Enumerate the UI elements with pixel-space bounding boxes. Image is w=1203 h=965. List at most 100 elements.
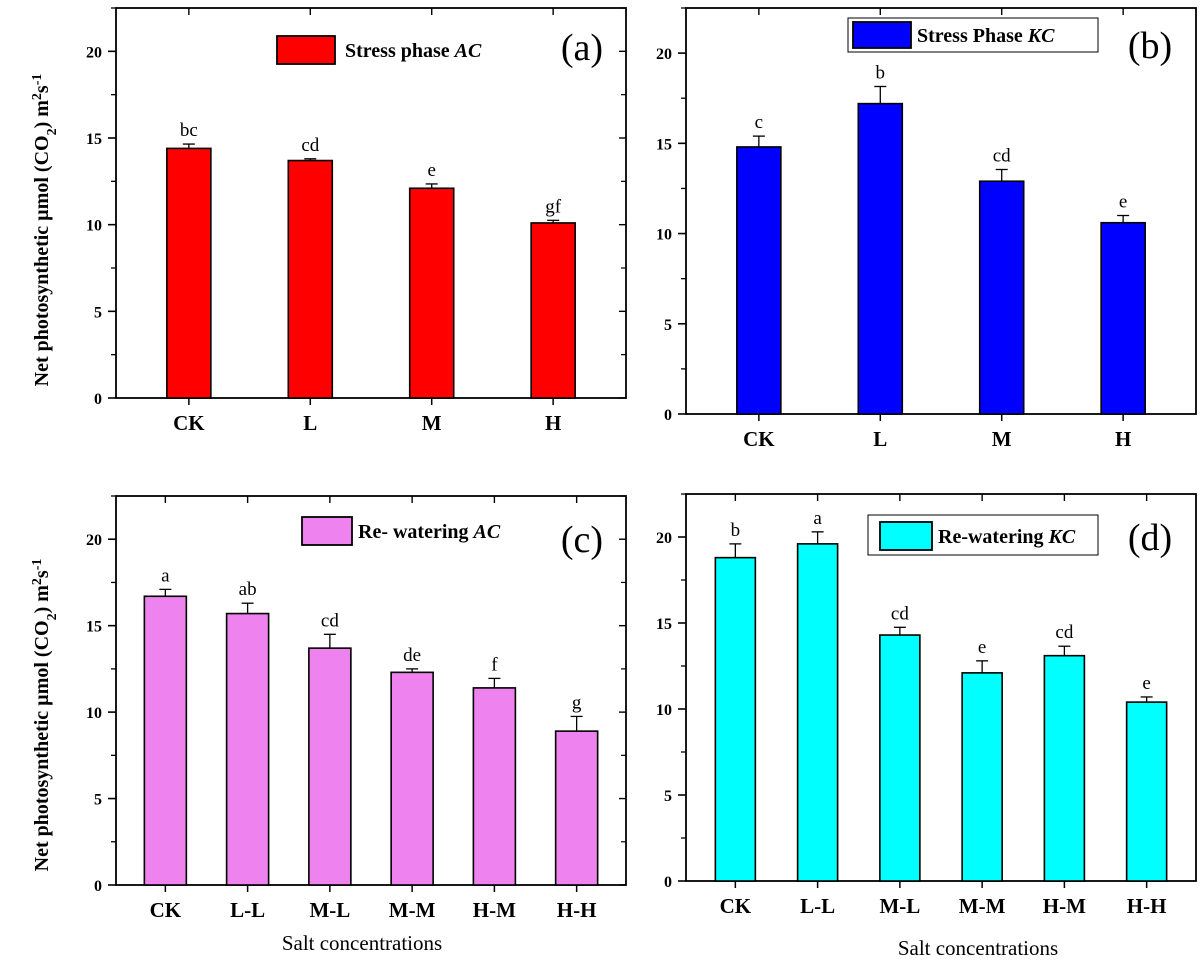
legend-label-series: KC <box>1048 526 1076 548</box>
significance-letter: cd <box>891 603 909 624</box>
category-label: L-L <box>230 898 265 922</box>
legend-swatch <box>879 521 933 551</box>
bar-l <box>287 159 334 399</box>
plot-frame <box>115 7 627 399</box>
bar-l-l <box>796 543 839 882</box>
category-label: CK <box>720 894 752 918</box>
category-label: CK <box>743 427 775 451</box>
legend-label: Stress phase AC <box>345 40 482 62</box>
category-label: M-L <box>879 894 920 918</box>
significance-letter: a <box>161 565 170 586</box>
category-label: H-M <box>1043 894 1086 918</box>
significance-letter: e <box>1142 673 1150 694</box>
category-label: CK <box>173 411 205 435</box>
significance-letter: cd <box>321 610 339 631</box>
panel-c: 0 5 10 15 20 a CK ab L-L cd M-L de M-M f H-M g H-H Re- wa… <box>86 495 627 922</box>
y-tick-label: 20 <box>86 44 102 61</box>
legend-label: Stress Phase KC <box>917 25 1055 47</box>
significance-letter: e <box>1119 192 1127 213</box>
category-label: L <box>303 411 317 435</box>
category-label: CK <box>150 898 182 922</box>
significance-letter: a <box>813 508 822 529</box>
y-tick-label: 5 <box>664 788 672 805</box>
legend-swatch <box>301 516 353 546</box>
y-tick-label: 15 <box>86 619 102 636</box>
bar-m <box>978 180 1025 415</box>
significance-letter: g <box>572 692 582 713</box>
bar-m-l <box>879 634 921 882</box>
x-axis-label-c: Salt concentrations <box>282 931 442 955</box>
y-axis-label-bottom: Net photosynthetic µmol (CO2) m2s-1 <box>30 559 60 872</box>
significance-letter: de <box>403 645 421 666</box>
category-label: L-L <box>800 894 835 918</box>
panel-b: 0 5 10 15 20 c CK b Lcd Me H Stress Phase KC (b) <box>656 7 1197 451</box>
panel-d: 0 5 10 15 20 b CK a L-L cd M-L e M-M cd H-M e H-H Re-wate… <box>656 493 1197 918</box>
legend-label-series: AC <box>453 40 482 62</box>
significance-letter: b <box>731 520 741 541</box>
significance-letter: bc <box>180 120 198 141</box>
legend-label-series: AC <box>472 521 501 543</box>
panel-tag: (a) <box>561 27 603 69</box>
legend-label: Re- watering AC <box>358 521 501 543</box>
significance-letter: cd <box>1055 622 1073 643</box>
bar-ck <box>166 147 212 399</box>
bar-h-h <box>1125 701 1168 882</box>
bar-h-h <box>554 730 599 886</box>
y-tick-label: 20 <box>656 530 672 547</box>
category-label: H-M <box>473 898 516 922</box>
panel-a: 0 5 10 15 20 bc CK cd Le Mgf H Stress phase AC (a) <box>86 7 627 435</box>
bar-l <box>857 102 904 415</box>
category-label: M-M <box>959 894 1006 918</box>
bar-h-m <box>472 687 517 886</box>
x-axis-label-d: Salt concentrations <box>898 936 1058 960</box>
y-tick-label: 0 <box>94 391 102 408</box>
y-tick-label: 5 <box>94 792 102 809</box>
y-tick-label: 10 <box>86 705 102 722</box>
bar-ck <box>714 556 757 882</box>
y-tick-label: 15 <box>86 131 102 148</box>
category-label: H <box>545 411 561 435</box>
legend-swatch <box>852 21 912 49</box>
y-axis-label-top: Net photosynthetic µmol (CO2) m2s-1 <box>30 74 60 387</box>
category-label: H <box>1115 427 1131 451</box>
panel-tag: (d) <box>1128 517 1172 559</box>
legend-label-main: Re- watering <box>358 521 474 543</box>
panel-tag: (b) <box>1128 25 1172 67</box>
significance-letter: f <box>491 654 498 675</box>
bar-m-m <box>390 671 434 886</box>
category-label: H-H <box>1127 894 1167 918</box>
plot-frame <box>685 7 1197 415</box>
significance-letter: gf <box>545 196 562 217</box>
bar-l-l <box>225 612 270 886</box>
y-tick-label: 10 <box>656 702 672 719</box>
y-tick-label: 0 <box>94 878 102 895</box>
y-tick-label: 0 <box>664 874 672 891</box>
significance-letter: b <box>876 62 886 83</box>
y-tick-label: 20 <box>86 532 102 549</box>
bar-m-l <box>308 647 352 886</box>
y-tick-label: 20 <box>656 46 672 63</box>
significance-letter: ab <box>239 579 257 600</box>
significance-letter: e <box>978 637 986 658</box>
y-tick-label: 5 <box>664 317 672 334</box>
significance-letter: cd <box>301 135 319 156</box>
y-tick-label: 15 <box>656 616 672 633</box>
category-label: L <box>873 427 887 451</box>
legend-label-series: KC <box>1027 25 1055 47</box>
bar-ck <box>143 595 188 886</box>
legend-label-main: Stress Phase <box>917 25 1028 47</box>
legend-swatch <box>276 35 336 65</box>
y-tick-label: 15 <box>656 136 672 153</box>
plot-frame <box>685 493 1197 882</box>
significance-letter: c <box>755 112 763 133</box>
legend-label-main: Re-watering <box>938 526 1049 548</box>
y-tick-label: 10 <box>86 218 102 235</box>
significance-letter: e <box>427 160 435 181</box>
plot-frame <box>115 495 627 886</box>
bar-h <box>530 222 576 399</box>
category-label: H-H <box>557 898 597 922</box>
category-label: M <box>422 411 442 435</box>
y-tick-label: 0 <box>664 407 672 424</box>
category-label: M-M <box>389 898 436 922</box>
